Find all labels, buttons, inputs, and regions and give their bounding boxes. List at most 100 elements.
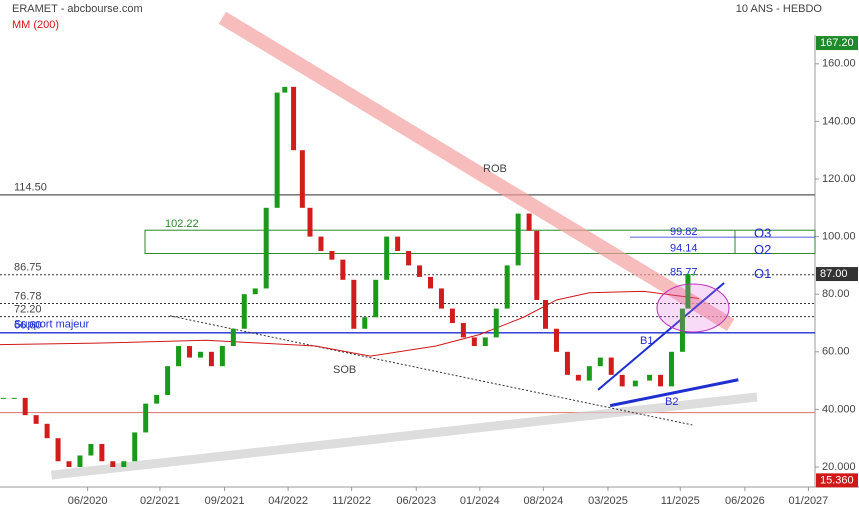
x-tick-label: 06/2026 xyxy=(725,495,765,507)
x-tick-label: 02/2021 xyxy=(140,495,180,507)
candle xyxy=(534,230,540,300)
y-tick-label: 80.00 xyxy=(822,288,850,300)
chart-title: ERAMET - abcbourse.com xyxy=(12,3,143,15)
candle xyxy=(471,337,477,347)
candle xyxy=(493,308,499,338)
x-tick-label: 01/2024 xyxy=(460,495,500,507)
candle xyxy=(208,351,214,367)
candle xyxy=(460,323,466,338)
candle xyxy=(668,351,674,387)
candle xyxy=(619,374,625,387)
target-zone xyxy=(144,229,816,254)
candle xyxy=(543,299,549,329)
candle xyxy=(586,366,592,381)
trendline xyxy=(218,11,735,332)
annotation: B1 xyxy=(640,335,653,347)
candle xyxy=(575,374,581,381)
candle xyxy=(658,374,664,387)
candle xyxy=(526,213,532,231)
candle xyxy=(428,276,434,289)
candle xyxy=(11,397,17,399)
candle xyxy=(373,279,379,318)
level-label: 86.75 xyxy=(14,262,42,274)
y-tick-label: 60.00 xyxy=(822,346,850,358)
level-label: 76.78 xyxy=(14,290,42,302)
candle xyxy=(417,265,423,277)
objective-value: 99.82 xyxy=(670,226,698,238)
candle xyxy=(33,415,39,424)
candle xyxy=(176,346,182,367)
candle xyxy=(197,351,203,358)
trendline xyxy=(50,392,758,480)
price-badge xyxy=(816,473,858,488)
badge-label: 87.00 xyxy=(820,268,848,280)
candle xyxy=(384,236,390,280)
candle xyxy=(362,317,368,329)
candle xyxy=(406,251,412,266)
candle xyxy=(597,357,603,367)
candle xyxy=(299,150,305,208)
candle xyxy=(132,432,138,462)
candle xyxy=(515,213,521,266)
y-tick-label: 140.00 xyxy=(822,115,856,127)
y-tick-label: 120.00 xyxy=(822,173,856,185)
level-label: 114.50 xyxy=(14,182,47,194)
chart-subtitle: 10 ANS - HEBDO xyxy=(736,3,823,15)
candle xyxy=(230,328,236,347)
candle xyxy=(55,438,61,462)
candle xyxy=(252,288,258,295)
support-label: Support majeur xyxy=(14,319,90,331)
candle xyxy=(340,259,346,280)
candle xyxy=(685,274,691,309)
candle xyxy=(504,265,510,309)
candle xyxy=(143,403,149,433)
y-tick-label: 40.000 xyxy=(822,403,856,415)
candle xyxy=(22,397,28,416)
candle xyxy=(263,207,269,289)
candle xyxy=(66,461,72,467)
candle xyxy=(564,351,570,375)
y-tick-label: 100.00 xyxy=(822,231,856,243)
x-tick-label: 06/2020 xyxy=(68,495,108,507)
candle xyxy=(219,346,225,367)
x-tick-label: 04/2022 xyxy=(268,495,308,507)
candle xyxy=(88,443,94,456)
badge-label: 167.20 xyxy=(820,37,854,49)
candle xyxy=(187,346,193,358)
candle xyxy=(632,380,638,387)
level-label: 66.60 xyxy=(14,320,42,332)
trendline xyxy=(609,378,739,408)
candle xyxy=(329,251,335,260)
candle xyxy=(395,236,401,251)
candle xyxy=(482,337,488,347)
price-badge xyxy=(816,36,858,51)
moving-average xyxy=(0,290,699,357)
plot: 160.00 140.00 120.00 100.00 80.00 60.00 40.000… xyxy=(0,11,856,507)
candle xyxy=(99,443,105,462)
trendline xyxy=(597,282,725,391)
candle xyxy=(110,461,116,467)
candle xyxy=(77,455,83,467)
candle xyxy=(154,395,160,404)
x-tick-label: 11/2025 xyxy=(661,495,700,507)
x-tick-label: 03/2025 xyxy=(588,495,628,507)
x-tick-label: 11/2022 xyxy=(332,495,371,507)
badge-label: 15.360 xyxy=(820,474,854,486)
candle xyxy=(121,461,127,467)
annotation: SOB xyxy=(333,364,356,376)
x-tick-label: 01/2027 xyxy=(789,495,829,507)
candle xyxy=(449,308,455,323)
candle xyxy=(291,86,297,151)
candle xyxy=(438,288,444,309)
objective-value: 94.14 xyxy=(670,242,698,254)
zone-label: 102.22 xyxy=(165,218,199,230)
candle xyxy=(690,274,696,276)
x-tick-label: 08/2024 xyxy=(523,495,563,507)
candle xyxy=(351,279,357,329)
candle xyxy=(282,86,288,93)
x-tick-label: 09/2021 xyxy=(205,495,245,507)
objective-name: O3 xyxy=(754,226,771,241)
annotation: ROB xyxy=(483,163,507,175)
